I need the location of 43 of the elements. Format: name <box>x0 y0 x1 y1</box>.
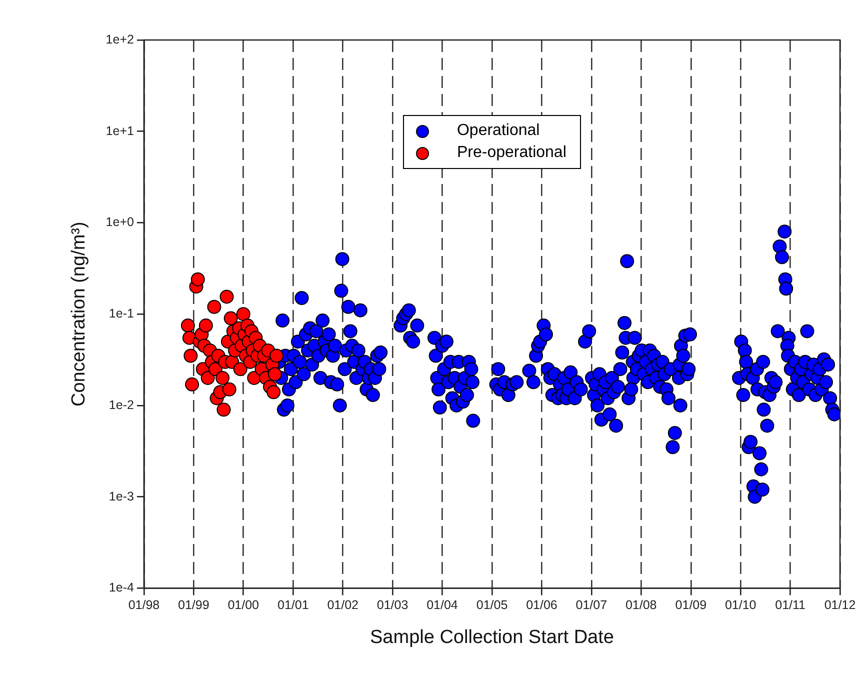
x-tick-label: 01/09 <box>675 598 707 612</box>
point <box>190 272 205 286</box>
x-tick-label: 01/10 <box>724 598 756 612</box>
point <box>268 367 282 382</box>
x-tick-label: 01/07 <box>576 598 608 612</box>
point <box>184 348 198 363</box>
point <box>236 307 250 322</box>
x-tick-label: 01/99 <box>178 598 210 612</box>
point <box>216 402 231 417</box>
point <box>198 318 213 333</box>
point <box>270 348 284 363</box>
point <box>216 370 230 385</box>
y-axis-title: Concentration (ng/m³) <box>68 222 90 406</box>
x-axis-title: Sample Collection Start Date <box>370 626 614 648</box>
x-tick-label: 01/12 <box>824 598 856 612</box>
point <box>220 290 234 304</box>
x-tick-label: 01/06 <box>526 598 558 612</box>
x-tick-label: 01/02 <box>327 598 359 612</box>
point <box>266 385 281 400</box>
y-tick-label: 1e-2 <box>108 398 134 412</box>
point <box>222 382 236 396</box>
legend-label: Pre-operational <box>456 143 566 163</box>
point <box>185 377 200 392</box>
x-tick-label: 01/00 <box>228 598 260 612</box>
y-tick-label: 1e-4 <box>108 580 134 595</box>
point <box>180 318 195 333</box>
x-tick-label: 01/98 <box>128 598 160 612</box>
x-tick-label: 01/01 <box>278 598 309 612</box>
y-tick-label: 1e+2 <box>106 32 134 46</box>
x-tick-label: 01/04 <box>426 598 458 612</box>
y-tick-label: 1e+1 <box>106 124 134 138</box>
point <box>200 370 215 385</box>
y-tick-label: 1e-3 <box>108 489 134 504</box>
point <box>233 362 248 376</box>
point <box>207 300 222 314</box>
y-tick-label: 1e+0 <box>106 215 134 230</box>
x-tick-label: 01/05 <box>476 598 508 612</box>
x-tick-label: 01/03 <box>376 598 408 612</box>
legend-label: Operational <box>456 121 540 141</box>
x-tick-label: 01/08 <box>625 598 657 612</box>
point <box>224 311 238 326</box>
y-tick-label: 1e-1 <box>108 306 134 321</box>
x-tick-label: 01/11 <box>775 598 806 612</box>
